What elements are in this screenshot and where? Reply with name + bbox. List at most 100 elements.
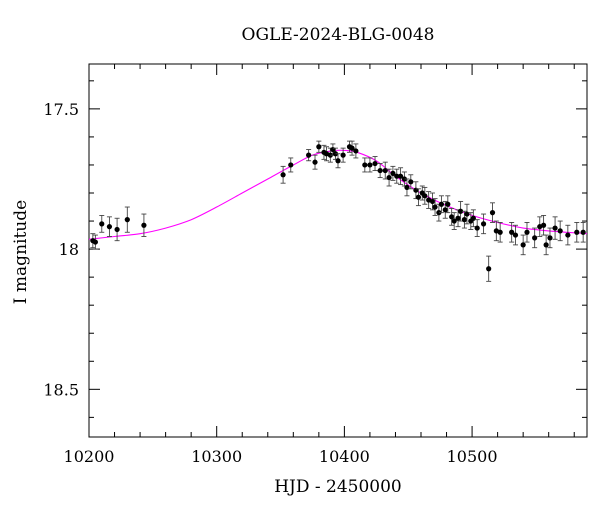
model-curve (88, 149, 588, 240)
data-point (457, 200, 464, 222)
x-tick-label: 10300 (191, 447, 242, 466)
point-marker (92, 239, 98, 245)
data-point (323, 146, 330, 162)
point-marker (540, 222, 547, 228)
point-marker (480, 221, 487, 227)
point-marker (312, 159, 318, 165)
point-marker (574, 229, 580, 235)
point-marker (349, 145, 355, 151)
point-marker (382, 167, 388, 174)
point-marker (401, 176, 407, 182)
point-marker (532, 235, 538, 241)
point-marker (461, 217, 468, 223)
data-point (99, 214, 105, 233)
point-marker (408, 179, 414, 185)
y-tick-label: 18 (59, 240, 79, 259)
data-point (394, 168, 400, 184)
point-marker (422, 193, 428, 199)
data-point (288, 157, 294, 173)
point-marker (486, 266, 492, 272)
point-marker (436, 210, 442, 216)
data-point (401, 171, 407, 187)
data-point (327, 147, 333, 163)
data-point (386, 168, 392, 187)
data-point (312, 154, 318, 170)
y-tick-label: 18.5 (43, 380, 79, 399)
data-point (547, 227, 553, 249)
data-point (489, 202, 496, 223)
point-marker (547, 235, 553, 241)
point-marker (470, 215, 476, 221)
data-point (509, 222, 515, 243)
data-point (470, 209, 476, 228)
point-marker (415, 194, 422, 200)
data-point (438, 195, 445, 214)
data-point (397, 167, 404, 186)
point-marker (464, 211, 470, 217)
point-marker (114, 226, 120, 233)
data-point (353, 143, 359, 159)
point-marker (404, 184, 410, 190)
data-point (349, 140, 355, 156)
plot-border (88, 63, 588, 438)
point-marker (340, 152, 346, 158)
data-point (464, 203, 470, 225)
point-marker (394, 173, 400, 179)
point-marker (327, 152, 333, 158)
point-marker (509, 229, 515, 235)
point-marker (520, 242, 526, 248)
point-marker (386, 174, 392, 181)
data-point (512, 224, 519, 246)
point-marker (397, 173, 404, 179)
data-point (480, 213, 487, 235)
data-point (580, 222, 586, 243)
data-point (432, 198, 438, 216)
x-tick-label: 10200 (64, 447, 115, 466)
data-point (451, 212, 457, 230)
data-point (367, 157, 373, 173)
data-point (124, 206, 130, 233)
x-tick-label: 10400 (319, 447, 370, 466)
data-point (436, 203, 442, 222)
point-marker (106, 224, 113, 230)
data-point (540, 214, 547, 236)
chart-title: OGLE-2024-BLG-0048 (242, 25, 435, 45)
point-marker (449, 214, 455, 220)
point-marker (429, 198, 436, 205)
data-point (316, 140, 322, 153)
data-point (429, 192, 436, 211)
data-point (280, 165, 286, 184)
point-marker (432, 204, 438, 210)
point-marker (288, 162, 294, 168)
data-point (362, 157, 368, 173)
x-tick-label: 10500 (447, 447, 498, 466)
point-marker (557, 228, 563, 234)
data-point (114, 217, 120, 242)
point-marker (524, 229, 530, 235)
data-point (335, 153, 341, 169)
data-point (332, 147, 339, 160)
point-marker (306, 152, 312, 158)
point-marker (438, 201, 445, 207)
data-point (92, 234, 98, 250)
data-point (408, 174, 414, 190)
axis-ticks: 10200 10300 10400 10500 17.5 18 18.5 (43, 64, 587, 466)
model-curve-layer (88, 149, 588, 240)
data-point (543, 234, 549, 256)
point-marker (474, 225, 480, 231)
data-points-layer (90, 140, 586, 282)
data-point (377, 163, 383, 179)
point-marker (445, 201, 451, 207)
point-marker (316, 144, 322, 150)
point-marker (512, 232, 519, 238)
data-point (445, 195, 451, 214)
data-point (372, 156, 378, 172)
point-marker (451, 218, 457, 224)
data-point (422, 186, 428, 205)
data-point (106, 216, 113, 237)
data-point (520, 234, 526, 256)
x-axis-label: HJD - 2450000 (274, 477, 402, 497)
data-point (455, 209, 461, 228)
data-point (382, 161, 388, 180)
